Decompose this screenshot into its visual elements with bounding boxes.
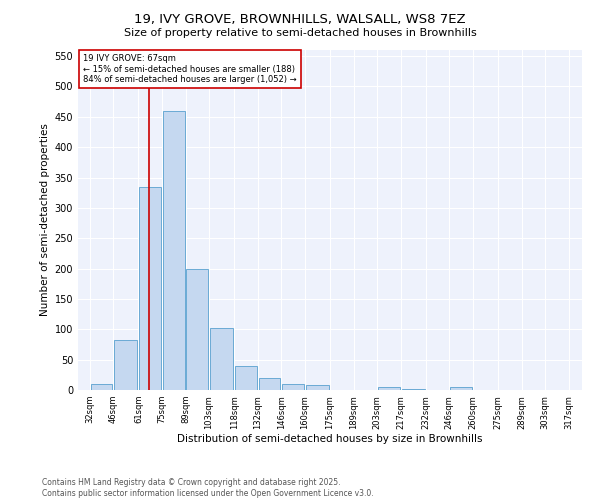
- Bar: [91, 384, 112, 390]
- Bar: [114, 340, 137, 390]
- Y-axis label: Number of semi-detached properties: Number of semi-detached properties: [40, 124, 50, 316]
- Bar: [210, 328, 233, 390]
- Bar: [187, 268, 208, 390]
- Bar: [235, 366, 257, 390]
- Bar: [259, 378, 280, 390]
- Text: Size of property relative to semi-detached houses in Brownhills: Size of property relative to semi-detach…: [124, 28, 476, 38]
- Text: 19, IVY GROVE, BROWNHILLS, WALSALL, WS8 7EZ: 19, IVY GROVE, BROWNHILLS, WALSALL, WS8 …: [134, 12, 466, 26]
- Bar: [450, 387, 472, 390]
- X-axis label: Distribution of semi-detached houses by size in Brownhills: Distribution of semi-detached houses by …: [177, 434, 483, 444]
- Bar: [378, 387, 400, 390]
- Bar: [139, 186, 161, 390]
- Text: Contains HM Land Registry data © Crown copyright and database right 2025.
Contai: Contains HM Land Registry data © Crown c…: [42, 478, 374, 498]
- Bar: [282, 384, 304, 390]
- Bar: [401, 389, 425, 390]
- Text: 19 IVY GROVE: 67sqm
← 15% of semi-detached houses are smaller (188)
84% of semi-: 19 IVY GROVE: 67sqm ← 15% of semi-detach…: [83, 54, 296, 84]
- Bar: [163, 110, 185, 390]
- Bar: [306, 385, 329, 390]
